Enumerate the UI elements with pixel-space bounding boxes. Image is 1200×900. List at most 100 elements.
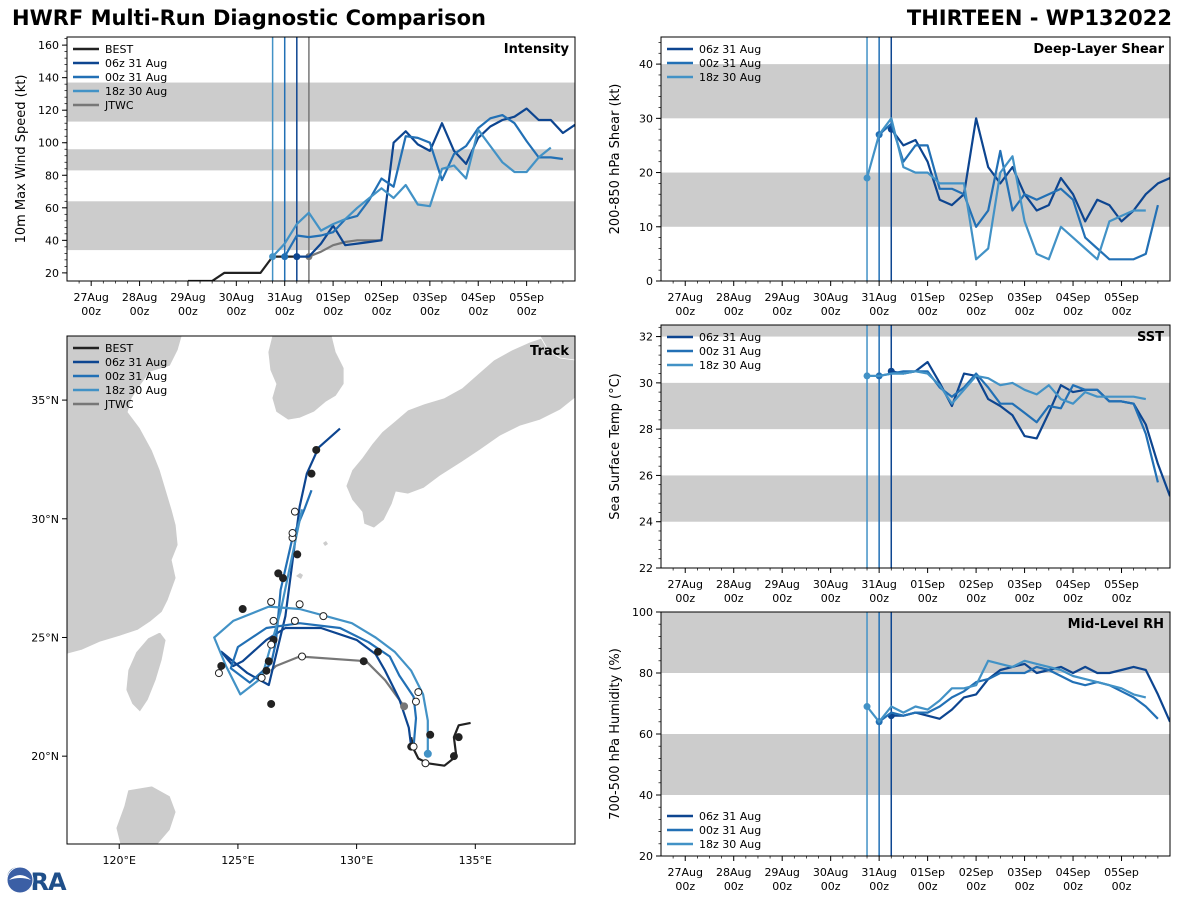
track-point-4-4 [267,597,276,606]
intensity-legend-label: 06z 31 Aug [105,57,167,70]
sst-xtick-label: 01Sep [910,578,945,591]
track-point-3-4 [290,507,299,516]
track-point-2-11 [262,666,271,675]
shear-xtick-label: 03Sep [1007,291,1042,304]
track-ytick-label: 20°N [31,750,59,763]
track-series-4 [213,509,429,754]
sst-legend-label: 00z 31 Aug [699,345,761,358]
shear-legend-label: 06z 31 Aug [699,43,761,56]
shear-title: Deep-Layer Shear [1033,42,1164,57]
sst-xtick-label: 05Sep [1104,578,1139,591]
rh-xtick-label-hour: 00z [772,880,792,893]
sst-ylabel: Sea Surface Temp (°C) [608,373,623,520]
intensity-ytick-label: 140 [38,72,59,85]
rh-xtick-label: 30Aug [813,866,848,879]
rh-series-2 [866,659,1147,723]
sst-ytick-label: 32 [639,331,653,344]
rh-ytick-label: 100 [632,606,653,619]
intensity-ytick-label: 20 [45,267,59,280]
sst-ytick-label: 28 [639,423,653,436]
intensity-legend-label: BEST [105,43,133,56]
cira-logo: CIRA [6,866,67,898]
rh-plot-area [661,612,1170,856]
track-series-1 [270,655,405,707]
shear-xtick-label-hour: 00z [724,305,744,318]
sst-ytick-label: 26 [639,469,653,482]
sst-xtick-label-hour: 00z [966,592,986,605]
intensity-xtick-label: 05Sep [509,291,544,304]
sst-series-1 [878,370,1159,483]
sst-xtick-label: 27Aug [667,578,702,591]
shear-series-1 [878,122,1159,261]
rh-xtick-label: 29Aug [764,866,799,879]
intensity-xtick-label: 03Sep [412,291,447,304]
track-point-4-8 [298,652,307,661]
sst-ytick-label: 24 [639,516,653,529]
rh-band-0 [661,734,1170,795]
sst-xtick-label-hour: 00z [918,592,938,605]
sst-xtick-label-hour: 00z [675,592,695,605]
land-hokkaido [539,336,575,361]
track-legend-label: 18z 30 Aug [105,384,167,397]
intensity-series-3 [283,113,564,258]
rh-xtick-label-hour: 00z [821,880,841,893]
track-point-2-1 [264,657,273,666]
rh-legend-label: 06z 31 Aug [699,810,761,823]
panel-intensity: 2040608010012014016027Aug00z28Aug00z29Au… [14,36,576,318]
rh-xtick-label-hour: 00z [966,880,986,893]
intensity-band-1 [67,149,575,171]
track-point-2-7 [373,647,382,656]
page-title: HWRF Multi-Run Diagnostic Comparison [12,6,487,30]
intensity-xtick-label: 28Aug [122,291,157,304]
shear-band-1 [661,64,1170,119]
intensity-ytick-label: 120 [38,104,59,117]
shear-ylabel: 200-850 hPa Shear (kt) [608,84,623,235]
intensity-xtick-label-hour: 00z [275,305,295,318]
rh-ytick-label: 80 [639,667,653,680]
intensity-xtick-label: 27Aug [73,291,108,304]
sst-xtick-label-hour: 00z [772,592,792,605]
shear-xtick-label-hour: 00z [772,305,792,318]
intensity-series-3-start-marker [281,253,289,261]
sst-xtick-label: 31Aug [861,578,896,591]
rh-xtick-label-hour: 00z [675,880,695,893]
sst-xtick-label: 02Sep [959,578,994,591]
sst-xtick-label: 04Sep [1056,578,1091,591]
noaa-seal-icon [6,866,34,894]
rh-series-2-start-marker [863,703,871,711]
sst-title: SST [1137,330,1164,345]
track-point-4-2 [319,612,328,621]
rh-xtick-label: 28Aug [716,866,751,879]
land-china [67,336,183,655]
intensity-legend-label: 18z 30 Aug [105,85,167,98]
intensity-series-1 [308,239,382,258]
shear-xtick-label: 01Sep [910,291,945,304]
rh-title: Mid-Level RH [1068,617,1164,632]
shear-series-2-start-marker [863,174,871,182]
sst-legend-label: 06z 31 Aug [699,331,761,344]
track-title: Track [530,344,569,359]
track-point-3-2 [267,640,276,649]
land-luzon [115,785,177,844]
track-ytick-label: 30°N [31,513,59,526]
shear-xtick-label-hour: 00z [966,305,986,318]
track-series-0 [410,721,471,767]
track-point-2-10 [238,604,247,613]
intensity-ytick-label: 40 [45,234,59,247]
intensity-series-2-start-marker [293,253,301,261]
shear-plot-area [661,37,1170,281]
panel-track: 120°E 125°E 130°E 135°E 20°N 25°N 30°N 35°N Trac… [31,335,576,867]
shear-series-0 [890,117,1170,223]
track-series-2 [220,427,413,747]
shear-xtick-label: 28Aug [716,291,751,304]
shear-ytick-label: 10 [639,221,653,234]
shear-xtick-label-hour: 00z [1063,305,1083,318]
shear-xtick-label: 30Aug [813,291,848,304]
intensity-xtick-label: 04Sep [461,291,496,304]
rh-xtick-label: 02Sep [959,866,994,879]
track-point-4-7 [214,669,223,678]
rh-ylabel: 700-500 hPa Humidity (%) [608,648,623,820]
intensity-xtick-label-hour: 00z [130,305,150,318]
rh-xtick-label-hour: 00z [869,880,889,893]
